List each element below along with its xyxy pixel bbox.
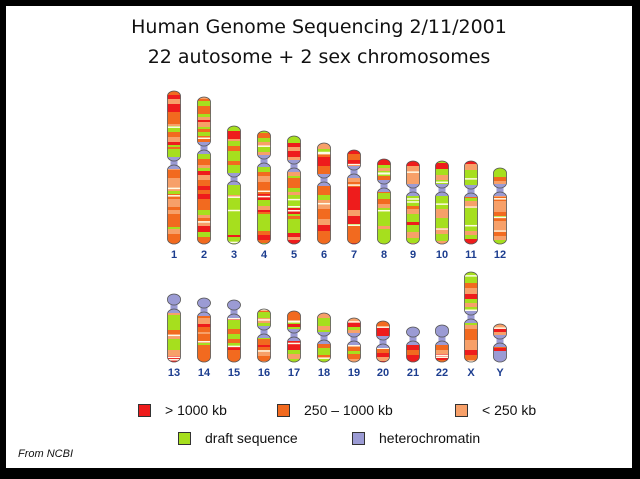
chromosome-label-17: 17 [288,367,300,379]
slide: Human Genome Sequencing 2/11/2001 22 aut… [6,6,632,468]
chromosome-label-7: 7 [351,249,357,261]
chromosome-label-11: 11 [465,249,477,261]
chromosome-label-2: 2 [201,249,207,261]
chromosome-Y: Y [493,323,507,379]
chromosome-12: 12 [493,167,507,261]
chromosome-11: 11 [464,160,478,261]
chromosome-1: 1 [167,90,181,261]
chromosome-label-1: 1 [171,249,177,261]
chromosome-15: 15 [227,299,241,379]
chromosome-9: 9 [406,160,420,261]
chromosome-22: 22 [435,324,449,379]
chromosome-17: 17 [287,310,301,379]
chromosome-10: 10 [435,160,449,261]
chromosome-label-Y: Y [496,367,504,379]
chromosome-5: 5 [287,135,301,261]
chromosome-label-3: 3 [231,249,237,261]
chromosome-label-10: 10 [436,249,448,261]
chromosome-label-20: 20 [377,367,389,379]
chromosome-label-16: 16 [258,367,270,379]
chromosome-label-X: X [467,367,475,379]
chromosome-13: 13 [167,293,181,379]
chromosome-18: 18 [317,312,331,379]
chromosome-2: 2 [197,96,211,261]
title-line-1: Human Genome Sequencing 2/11/2001 [131,16,507,38]
chromosome-X: X [464,271,478,379]
title-line-2: 22 autosome + 2 sex chromosomes [147,46,491,68]
chromosome-3: 3 [227,125,241,261]
chromosome-label-15: 15 [228,367,240,379]
chromosome-label-18: 18 [318,367,330,379]
chromosome-4: 4 [257,130,271,261]
chromosome-21: 21 [406,326,420,379]
chromosome-label-13: 13 [168,367,180,379]
chromosome-6: 6 [317,142,331,261]
chromosome-label-5: 5 [291,249,297,261]
chromosome-label-4: 4 [261,249,268,261]
source-credit: From NCBI [18,448,73,460]
chromosome-label-6: 6 [321,249,327,261]
chromosome-16: 16 [257,308,271,379]
chromosome-label-9: 9 [410,249,416,261]
chromosome-label-22: 22 [436,367,448,379]
chromosome-14: 14 [197,297,211,379]
chromosome-20: 20 [376,320,390,379]
chromosome-label-12: 12 [494,249,506,261]
chromosome-label-8: 8 [381,249,387,261]
chromosome-7: 7 [347,149,361,261]
chromosome-19: 19 [347,317,361,379]
chromosome-label-14: 14 [198,367,211,379]
chromosome-label-19: 19 [348,367,360,379]
chromosome-8: 8 [377,158,391,261]
chromosome-label-21: 21 [407,367,419,379]
